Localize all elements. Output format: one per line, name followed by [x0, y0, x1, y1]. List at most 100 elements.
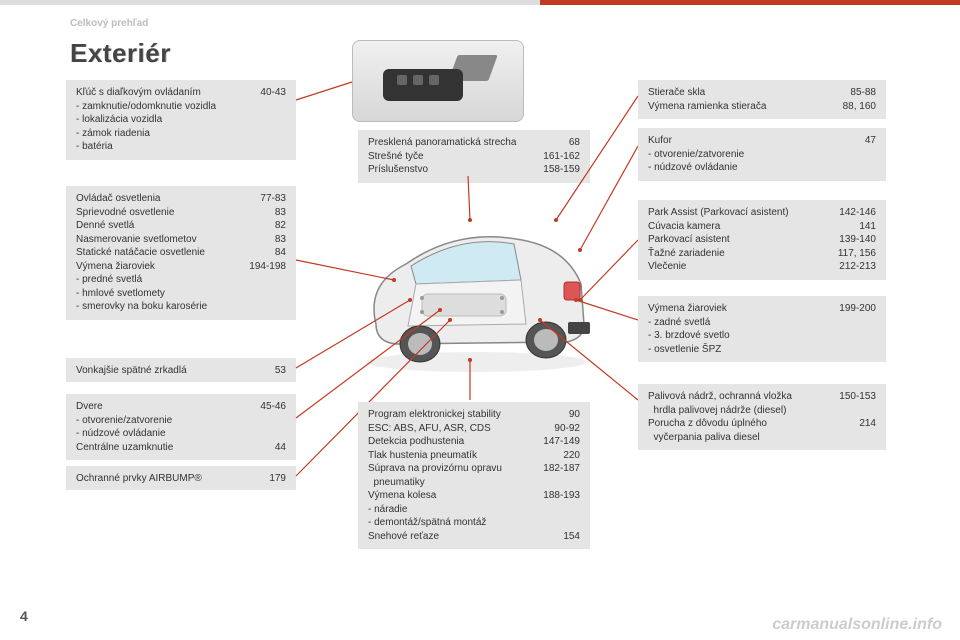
list-item: batéria — [76, 140, 286, 154]
pages: 88, 160 — [835, 100, 876, 114]
pages: 179 — [261, 472, 286, 486]
row-label: Palivová nádrž, ochranná vložka hrdla pa… — [648, 390, 831, 417]
row-label: Nasmerovanie svetlometov — [76, 233, 267, 247]
list-item: lokalizácia vozidla — [76, 113, 286, 127]
list-item: zadné svetlá — [648, 316, 876, 330]
pages: 53 — [267, 364, 286, 378]
park-assist-box: Park Assist (Parkovací asistent)142-146 … — [638, 200, 886, 280]
list-item: osvetlenie ŠPZ — [648, 343, 876, 357]
pages: 142-146 — [831, 206, 876, 220]
list-item: núdzové ovládanie — [76, 427, 286, 441]
row-label: Sprievodné osvetlenie — [76, 206, 267, 220]
pages: 182-187 — [535, 462, 580, 489]
airbump-box: Ochranné prvky AIRBUMP®179 — [66, 466, 296, 490]
top-band — [0, 0, 960, 18]
key-remote-box: Kľúč s diaľkovým ovládaním40-43 zamknuti… — [66, 80, 296, 160]
roof-box: Presklená panoramatická strecha68 Strešn… — [358, 130, 590, 183]
row-label: Porucha z dôvodu úplného vyčerpania pali… — [648, 417, 851, 444]
wipers-box: Stierače skla85-88 Výmena ramienka stier… — [638, 80, 886, 119]
row-label: Výmena kolesa — [368, 489, 535, 503]
row-label: Dvere — [76, 400, 252, 414]
esc-box: Program elektronickej stability90 ESC: A… — [358, 402, 590, 549]
pages: 150-153 — [831, 390, 876, 417]
mirrors-box: Vonkajšie spätné zrkadlá53 — [66, 358, 296, 382]
pages: 212-213 — [831, 260, 876, 274]
pages: 47 — [857, 134, 876, 148]
pages: 68 — [561, 136, 580, 150]
top-band-red — [540, 0, 960, 5]
key-remote-title: Kľúč s diaľkovým ovládaním — [76, 86, 252, 100]
pages: 199-200 — [831, 302, 876, 316]
pages: 77-83 — [252, 192, 286, 206]
key-photo — [352, 40, 524, 122]
row-label: Výmena žiaroviek — [648, 302, 831, 316]
key-button-icon — [429, 75, 439, 85]
row-label: Výmena žiaroviek — [76, 260, 241, 274]
pages: 154 — [555, 530, 580, 544]
row-label: Snehové reťaze — [368, 530, 555, 544]
pages: 188-193 — [535, 489, 580, 503]
row-label: Detekcia podhustenia — [368, 435, 535, 449]
row-label: Presklená panoramatická strecha — [368, 136, 561, 150]
pages: 158-159 — [535, 163, 580, 177]
fuel-box: Palivová nádrž, ochranná vložka hrdla pa… — [638, 384, 886, 450]
pages: 141 — [851, 220, 876, 234]
pages: 194-198 — [241, 260, 286, 274]
row-label: Ovládač osvetlenia — [76, 192, 252, 206]
pages: 90 — [561, 408, 580, 422]
key-remote-bullets: zamknutie/odomknutie vozidla lokalizácia… — [76, 100, 286, 154]
pages: 83 — [267, 206, 286, 220]
pages: 161-162 — [535, 150, 580, 164]
list-item: otvorenie/zatvorenie — [648, 148, 876, 162]
row-label: Ochranné prvky AIRBUMP® — [76, 472, 261, 486]
rear-bulbs-box: Výmena žiaroviek199-200 zadné svetlá 3. … — [638, 296, 886, 362]
key-button-icon — [413, 75, 423, 85]
list-item: hmlové svetlomety — [76, 287, 286, 301]
pages: 45-46 — [252, 400, 286, 414]
row-label: Tlak hustenia pneumatík — [368, 449, 555, 463]
section-header: Celkový prehľad — [70, 18, 148, 29]
pages: 139-140 — [831, 233, 876, 247]
row-label: Ťažné zariadenie — [648, 247, 830, 261]
footer-page-number: 4 — [20, 608, 28, 624]
row-label: Vonkajšie spätné zrkadlá — [76, 364, 267, 378]
row-label: Výmena ramienka stierača — [648, 100, 835, 114]
pages: 117, 156 — [830, 247, 876, 261]
row-label: Vlečenie — [648, 260, 831, 274]
row-label: Centrálne uzamknutie — [76, 441, 267, 455]
row-label: Park Assist (Parkovací asistent) — [648, 206, 831, 220]
pages: 82 — [267, 219, 286, 233]
pages: 85-88 — [842, 86, 876, 100]
car-illustration — [346, 184, 606, 384]
list-item: otvorenie/zatvorenie — [76, 414, 286, 428]
list-item: núdzové ovládanie — [648, 161, 876, 175]
list-item: smerovky na boku karosérie — [76, 300, 286, 314]
pages: 83 — [267, 233, 286, 247]
row-label: Stierače skla — [648, 86, 842, 100]
row-label: Kufor — [648, 134, 857, 148]
list-item: predné svetlá — [76, 273, 286, 287]
watermark: carmanualsonline.info — [772, 616, 942, 634]
key-body — [383, 69, 463, 101]
pages: 44 — [267, 441, 286, 455]
pages: 147-149 — [535, 435, 580, 449]
row-label: ESC: ABS, AFU, ASR, CDS — [368, 422, 546, 436]
row-label: Strešné tyče — [368, 150, 535, 164]
pages: 214 — [851, 417, 876, 444]
page-title: Exteriér — [70, 38, 171, 69]
row-label: Príslušenstvo — [368, 163, 535, 177]
pages: 40-43 — [252, 86, 286, 100]
list-item: zámok riadenia — [76, 127, 286, 141]
row-label: Statické natáčacie osvetlenie — [76, 246, 267, 260]
row-label: Cúvacia kamera — [648, 220, 851, 234]
list-item: zamknutie/odomknutie vozidla — [76, 100, 286, 114]
row-label: Súprava na provizórnu opravu pneumatiky — [368, 462, 535, 489]
pages: 84 — [267, 246, 286, 260]
doors-box: Dvere45-46 otvorenie/zatvorenie núdzové … — [66, 394, 296, 460]
list-item: náradie — [368, 503, 580, 517]
key-button-icon — [397, 75, 407, 85]
list-item: demontáž/spätná montáž — [368, 516, 580, 530]
boot-box: Kufor47 otvorenie/zatvorenie núdzové ovl… — [638, 128, 886, 181]
list-item: 3. brzdové svetlo — [648, 329, 876, 343]
lighting-box: Ovládač osvetlenia77-83 Sprievodné osvet… — [66, 186, 296, 320]
